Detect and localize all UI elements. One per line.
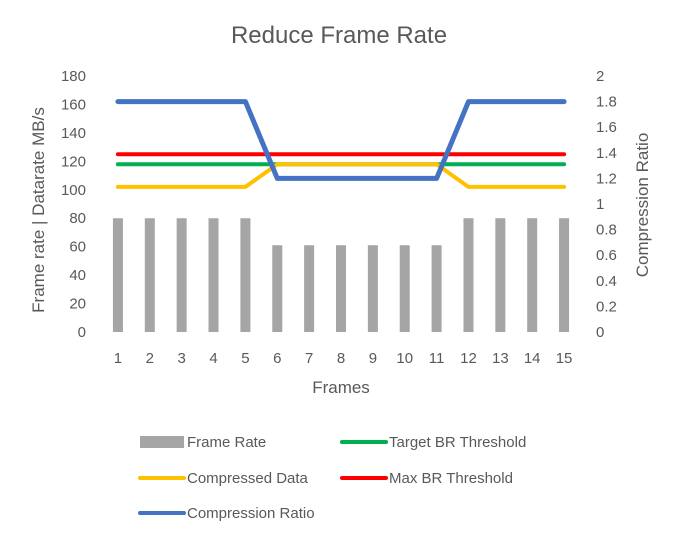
y-axis-title: Frame rate | Datarate MB/s <box>29 107 48 313</box>
compressed-data-line <box>115 162 567 189</box>
x-tick-label: 6 <box>273 350 281 367</box>
x-tick-label: 5 <box>241 350 249 367</box>
chart-title: Reduce Frame Rate <box>231 22 447 49</box>
x-tick-label: 9 <box>369 350 377 367</box>
x-tick-label: 2 <box>146 350 154 367</box>
frame-rate-bar <box>208 218 219 332</box>
compression-ratio-line <box>115 99 567 181</box>
y2-tick-label: 1.6 <box>596 119 617 136</box>
y2-tick-label: 0.8 <box>596 222 617 239</box>
y-tick-label: 100 <box>61 182 86 199</box>
y2-tick-label: 0.2 <box>596 298 617 315</box>
y-tick-label: 20 <box>69 296 86 313</box>
y2-tick-label: 2 <box>596 68 604 85</box>
legend-label-compressed-data: Compressed Data <box>187 470 309 487</box>
frame-rate-bar <box>144 218 155 332</box>
legend-label-compression-ratio: Compression Ratio <box>187 505 315 522</box>
y-tick-label: 40 <box>69 267 86 284</box>
legend: Frame Rate Compressed Data Compression Rat… <box>138 434 526 522</box>
frame-rate-bar <box>399 245 410 332</box>
frame-rate-bar <box>559 218 570 332</box>
x-tick-label: 7 <box>305 350 313 367</box>
y2-tick-label: 0.6 <box>596 247 617 264</box>
x-tick-label: 10 <box>396 350 413 367</box>
x-tick-label: 13 <box>492 350 509 367</box>
x-tick-label: 15 <box>556 350 573 367</box>
frame-rate-bar <box>272 245 283 332</box>
y-tick-label: 60 <box>69 239 86 256</box>
frame-rate-bar <box>176 218 187 332</box>
y2-tick-label: 0.4 <box>596 273 617 290</box>
y-tick-label: 120 <box>61 153 86 170</box>
legend-label-max-br-threshold: Max BR Threshold <box>389 470 513 487</box>
y-tick-label: 180 <box>61 68 86 85</box>
y2-tick-label: 0 <box>596 324 604 341</box>
frame-rate-bar <box>495 218 506 332</box>
x-tick-label: 11 <box>429 350 445 367</box>
legend-label-target-br-threshold: Target BR Threshold <box>389 434 526 451</box>
legend-label-frame-rate: Frame Rate <box>187 434 266 451</box>
frame-rate-bar <box>367 245 378 332</box>
frame-rate-bar <box>336 245 346 332</box>
frame-rate-bar <box>527 218 538 332</box>
x-tick-label: 3 <box>177 350 185 367</box>
x-axis-title: Frames <box>312 378 370 397</box>
plot-area: 0 20 40 60 80 100 120 140 160 180 0 0.2 0.4 0.6 0.8 1 1.… <box>61 68 617 367</box>
frame-rate-bar <box>304 245 315 332</box>
y-tick-label: 140 <box>61 125 86 142</box>
x-tick-label: 8 <box>337 350 345 367</box>
frame-rate-bar <box>463 218 474 332</box>
y2-tick-label: 1.4 <box>596 145 617 162</box>
legend-swatch-frame-rate <box>140 436 184 448</box>
frame-rate-bar <box>240 218 251 332</box>
frame-rate-bar <box>112 218 123 332</box>
frame-rate-bar <box>431 245 442 332</box>
y-tick-label: 160 <box>61 96 86 113</box>
y2-tick-label: 1.8 <box>596 94 617 111</box>
y2-tick-label: 1.2 <box>596 170 617 187</box>
y-tick-label: 80 <box>69 210 86 227</box>
x-tick-label: 12 <box>460 350 477 367</box>
y2-axis-title: Compression Ratio <box>633 133 652 278</box>
x-tick-label: 1 <box>114 350 122 367</box>
x-tick-label: 4 <box>209 350 217 367</box>
x-tick-label: 14 <box>524 350 541 367</box>
y-tick-label: 0 <box>78 324 86 341</box>
y2-tick-label: 1 <box>596 196 604 213</box>
